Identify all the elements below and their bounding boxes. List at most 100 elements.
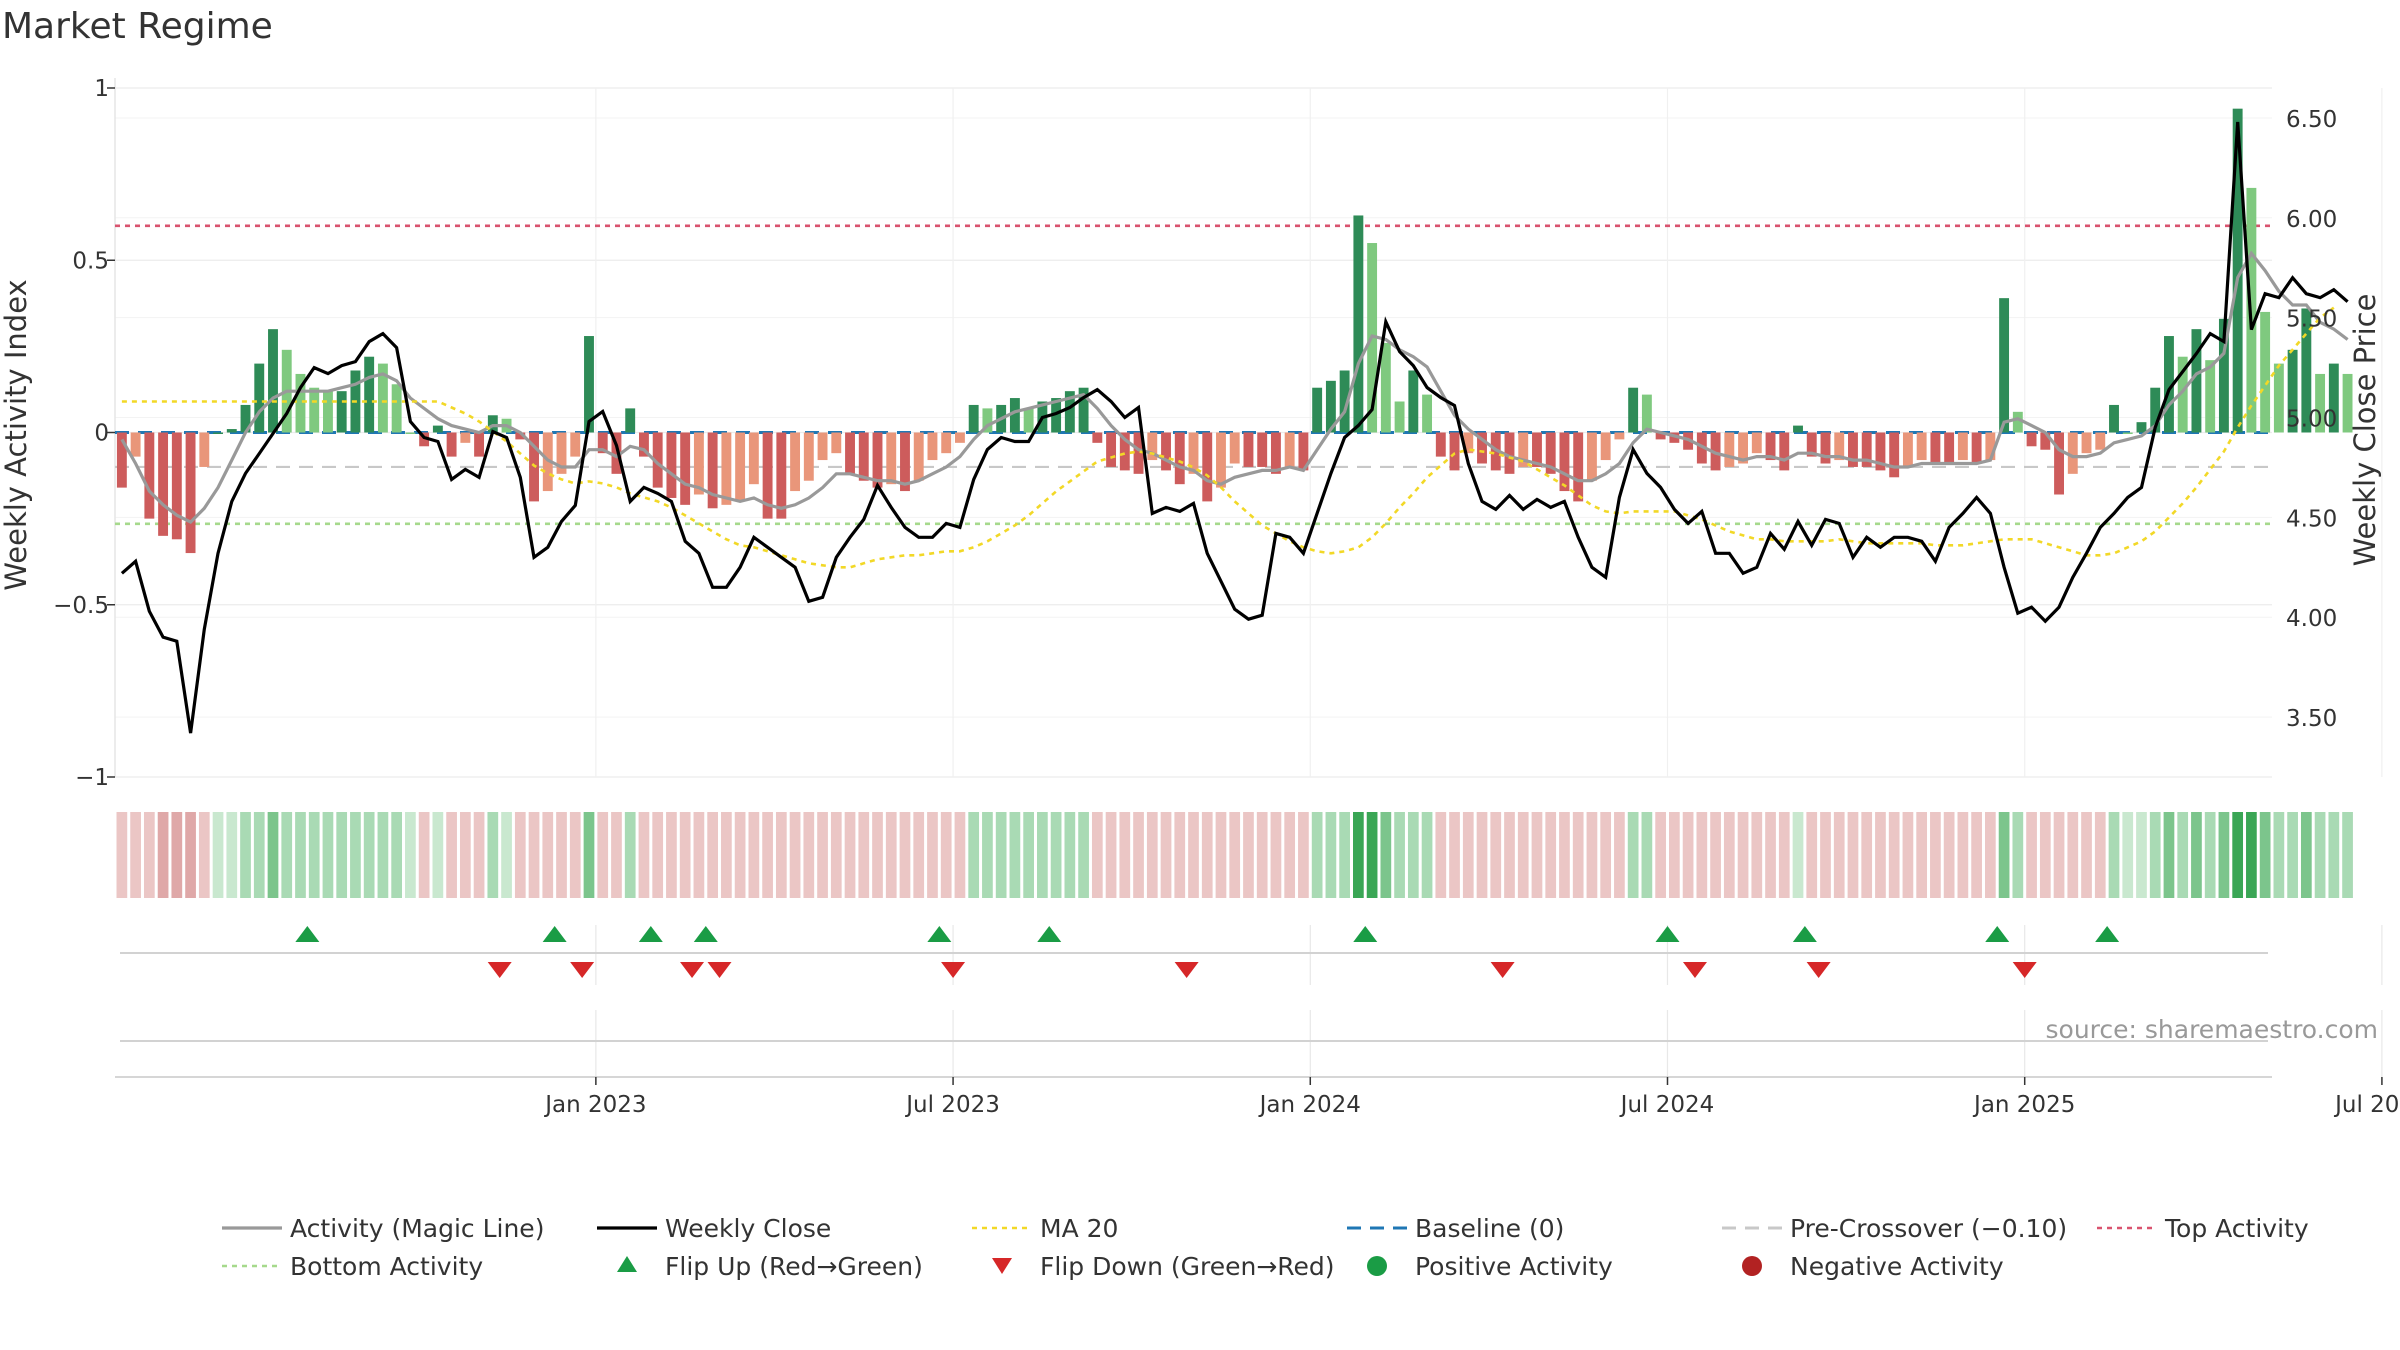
legend-item-positive: Positive Activity [1345,1248,1613,1284]
activity-bar [1298,432,1309,471]
regime-heat-cell [775,812,787,898]
activity-bar [199,432,210,467]
regime-heat-cell [473,812,485,898]
flip-down-marker [1174,962,1199,978]
x-tick-label: Jul 2024 [1619,1092,1715,1118]
regime-heat-cell [2108,812,2120,898]
activity-bar [1669,432,1680,443]
regime-heat-cell [405,812,416,898]
legend-label: Flip Down (Green→Red) [1040,1251,1335,1281]
regime-heat-cell [2287,812,2298,898]
activity-bar [1724,432,1735,467]
activity-bar [707,432,718,509]
regime-heat-cell [1820,812,1831,898]
activity-bar [858,432,869,481]
regime-heat-cell [1875,812,1886,898]
legend-down-triangle-icon [992,1258,1012,1274]
activity-bar [1216,432,1226,488]
regime-heat-cell [762,812,773,898]
activity-bar [1119,432,1130,471]
regime-heat-cell [1380,812,1392,898]
legend-label: Bottom Activity [290,1251,484,1281]
activity-bar [941,432,952,454]
activity-bar [391,384,402,433]
activity-bar [1765,432,1776,461]
activity-bar [776,432,787,519]
flip-down-marker [1490,962,1515,978]
regime-heat-cell [1737,812,1749,898]
regime-heat-cell [1723,812,1735,898]
regime-heat-cell [748,812,760,898]
activity-bar [2191,329,2202,433]
regime-heat-cell [1998,812,2010,898]
activity-bar [2054,432,2064,495]
regime-heat-cell [679,812,691,898]
flip-up-marker [1353,926,1378,942]
legend-item-bottom-activity: Bottom Activity [220,1248,483,1284]
activity-bar [2205,360,2216,433]
left-axis-ticks: −1 −0.5 0 0.5 1 [53,76,115,791]
activity-bar [748,432,759,485]
activity-bars [116,108,2353,554]
legend-item-negative: Negative Activity [1720,1248,2004,1284]
x-tick-label: Jan 2025 [1972,1092,2075,1118]
regime-heat-cell [1339,812,1350,898]
flip-down-marker [1682,962,1707,978]
activity-bar [268,329,278,433]
activity-bar [1229,432,1240,464]
activity-bar [1861,432,1872,467]
activity-bar [1559,432,1570,492]
regime-heat-cell [267,812,279,898]
regime-heat-cell [240,812,251,898]
activity-bar [2301,308,2312,433]
regime-heat-cell [226,812,238,898]
regime-heat-cell [1105,812,1117,898]
activity-bar [625,408,636,433]
regime-heat-cell [666,812,677,898]
activity-bar [1518,432,1529,467]
activity-bar [2026,432,2037,447]
activity-bar [831,432,842,454]
left-tick-label: 0 [94,421,109,447]
regime-heat-cell [1449,812,1460,898]
regime-heat-cell [1133,812,1144,898]
flip-markers [120,926,2268,978]
legend-label: Pre-Crossover (−0.10) [1790,1213,2068,1243]
activity-bar [295,373,306,433]
activity-bar [1243,432,1254,467]
ma20-line [121,306,2335,569]
regime-heat-cell [2342,812,2353,898]
regime-heat-cell [1366,812,1378,898]
regime-heat-cell [501,812,512,898]
regime-heat-cell [336,812,348,898]
regime-heat-cell [1407,812,1419,898]
regime-heat-cell [1916,812,1928,898]
activity-bar [2287,349,2298,433]
regime-heat-cell [185,812,196,898]
regime-heat-cell [281,812,293,898]
regime-heat-cell [1696,812,1708,898]
regime-heat-cell [913,812,925,898]
regime-heat-cell [1517,812,1529,898]
activity-bar [1188,432,1199,474]
activity-bar [927,432,938,461]
activity-bar [2273,363,2284,433]
regime-heat-cell [1009,812,1021,898]
regime-heat-cell [982,812,993,898]
activity-bar [1092,432,1103,443]
activity-bar [158,432,169,536]
activity-bar [968,404,979,433]
regime-heat-cell [995,812,1007,898]
regime-heat-cell [1710,812,1721,898]
regime-heat-cell [295,812,306,898]
regime-heat-cell [1050,812,1062,898]
regime-heat-cell [1902,812,1914,898]
flip-down-marker [680,962,705,978]
activity-bar [2040,432,2051,450]
activity-bar [2095,432,2106,450]
legend: Activity (Magic Line) Weekly Close MA 20… [220,1210,2380,1290]
legend-item-baseline: Baseline (0) [1345,1210,1564,1246]
activity-bar [1793,425,1803,433]
regime-heat-cell [2300,812,2312,898]
